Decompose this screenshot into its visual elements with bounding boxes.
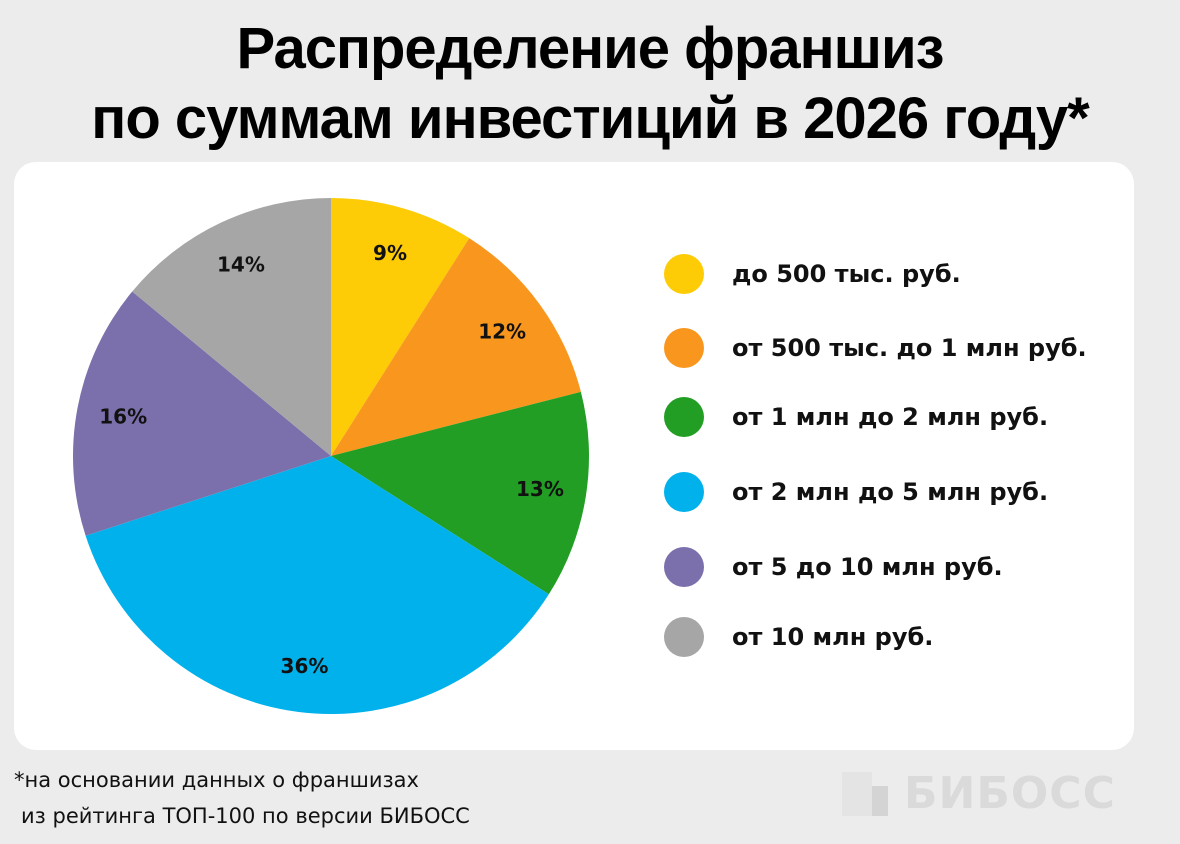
legend-item-4: от 2 млн до 5 млн руб. — [664, 472, 1124, 512]
chart-card: 9% 12% 13% 36% 16% 14% до 500 тыс. руб. от 500… — [14, 162, 1134, 750]
legend-swatch-5 — [664, 547, 704, 587]
pie-chart: 9% 12% 13% 36% 16% 14% — [73, 198, 589, 715]
pie-slice-label-5: 16% — [99, 404, 147, 428]
pie-slice-2 — [331, 238, 581, 456]
legend-label-4: от 2 млн до 5 млн руб. — [732, 478, 1049, 506]
bibuss-logo-mark-icon — [842, 772, 888, 816]
legend-label-6: от 10 млн руб. — [732, 623, 934, 651]
legend-label-3: от 1 млн до 2 млн руб. — [732, 403, 1049, 431]
legend-item-2: от 500 тыс. до 1 млн руб. — [664, 328, 1124, 368]
pie-slice-label-4: 36% — [281, 654, 329, 678]
legend-label-1: до 500 тыс. руб. — [732, 260, 961, 288]
legend-label-2: от 500 тыс. до 1 млн руб. — [732, 334, 1087, 362]
legend-item-3: от 1 млн до 2 млн руб. — [664, 397, 1124, 437]
brand-logo: БИБОСС — [842, 770, 1142, 818]
pie-slice-5 — [73, 291, 331, 536]
legend-label-5: от 5 до 10 млн руб. — [732, 553, 1003, 581]
pie-slice-4 — [85, 456, 549, 715]
legend-item-5: от 5 до 10 млн руб. — [664, 547, 1124, 587]
pie-slice-1 — [331, 198, 470, 456]
legend-swatch-4 — [664, 472, 704, 512]
chart-title-line-1: Распределение франшиз — [236, 16, 945, 81]
pie-slice-label-2: 12% — [478, 320, 526, 344]
legend-swatch-2 — [664, 328, 704, 368]
legend-swatch-6 — [664, 617, 704, 657]
pie-slice-label-3: 13% — [516, 477, 564, 501]
legend-swatch-3 — [664, 397, 704, 437]
legend-item-1: до 500 тыс. руб. — [664, 254, 1124, 294]
footnote: *на основании данных о франшизах из рейт… — [14, 762, 470, 834]
pie-slice-3 — [331, 391, 589, 595]
footnote-line-2: из рейтинга ТОП-100 по версии БИБОСС — [21, 804, 470, 828]
footnote-line-1: *на основании данных о франшизах — [14, 768, 419, 792]
chart-title: Распределение франшиз по суммам инвестиц… — [0, 14, 1180, 154]
legend-item-6: от 10 млн руб. — [664, 617, 1124, 657]
pie-slice-label-1: 9% — [373, 241, 407, 265]
brand-name: БИБОСС — [904, 768, 1116, 819]
chart-title-line-2: по суммам инвестиций в 2026 году* — [91, 86, 1089, 151]
legend-swatch-1 — [664, 254, 704, 294]
pie-slice-label-6: 14% — [217, 253, 265, 277]
pie-slice-6 — [132, 198, 331, 456]
